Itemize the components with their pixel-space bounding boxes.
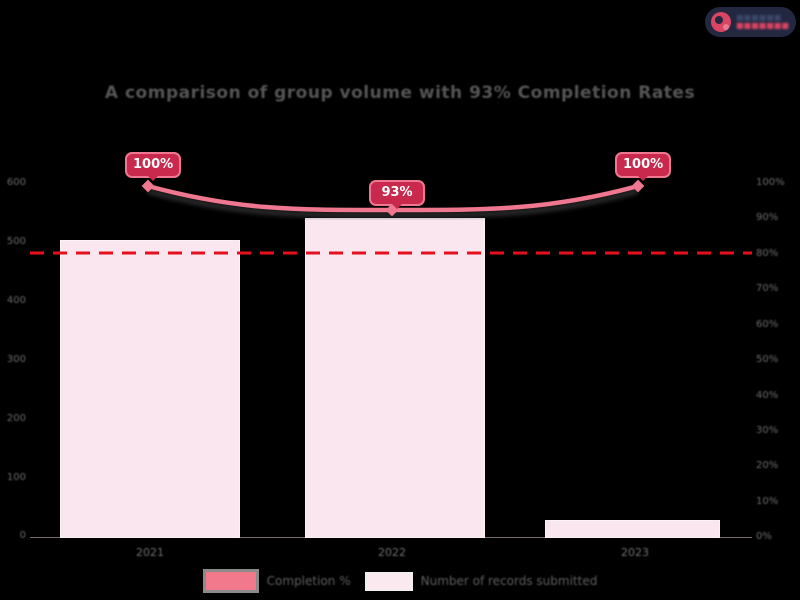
legend-line-swatch: [205, 572, 256, 590]
right-axis-tick: 60%: [756, 319, 779, 330]
right-axis-tick: 80%: [756, 248, 779, 259]
left-axis-tick: 300: [6, 354, 26, 365]
legend-item-records[interactable]: Number of records submitted: [364, 571, 598, 591]
left-axis-tick: 400: [6, 295, 26, 306]
right-axis-tick: 70%: [756, 283, 779, 294]
bar-category-2[interactable]: [305, 218, 485, 538]
legend-label-completion: Completion %: [266, 574, 351, 588]
right-axis-tick: 0%: [756, 531, 772, 542]
brand-logo: ■■■■■■ ■■■■■■■: [705, 7, 796, 37]
logo-text-line2: ■■■■■■■: [736, 21, 789, 30]
right-axis-tick: 40%: [756, 390, 779, 401]
logo-text-line1: ■■■■■■: [736, 13, 782, 22]
bar-category-3[interactable]: [545, 520, 720, 538]
right-axis-tick: 10%: [756, 496, 779, 507]
x-category-label-1: 2021: [136, 546, 164, 559]
point-label-badge-2: 93%: [369, 180, 425, 206]
left-axis-tick: 200: [6, 413, 26, 424]
right-axis-tick: 20%: [756, 460, 779, 471]
x-category-label-3: 2023: [621, 546, 649, 559]
right-axis-tick: 90%: [756, 212, 779, 223]
brand-logo-text: ■■■■■■ ■■■■■■■: [736, 14, 789, 30]
brand-logo-icon: [711, 12, 731, 32]
legend-swatch-highlight: [202, 569, 259, 593]
chart-legend: Completion % Number of records submitted: [0, 568, 800, 594]
chart-title: A comparison of group volume with 93% Co…: [104, 83, 696, 103]
right-axis-tick: 50%: [756, 354, 779, 365]
left-axis-tick: 0: [19, 530, 26, 541]
right-axis-tick: 100%: [756, 177, 785, 188]
left-axis-tick: 500: [6, 236, 26, 247]
x-category-label-2: 2022: [378, 546, 406, 559]
legend-bar-swatch: [364, 571, 413, 591]
right-axis-tick: 30%: [756, 425, 779, 436]
left-axis-tick: 100: [6, 472, 26, 483]
point-label-badge-1: 100%: [125, 152, 182, 178]
legend-label-records: Number of records submitted: [420, 574, 598, 588]
legend-item-completion[interactable]: Completion %: [202, 569, 351, 593]
point-label-badge-3: 100%: [615, 152, 672, 178]
left-axis-tick: 600: [6, 177, 26, 188]
bar-category-1[interactable]: [60, 240, 240, 538]
